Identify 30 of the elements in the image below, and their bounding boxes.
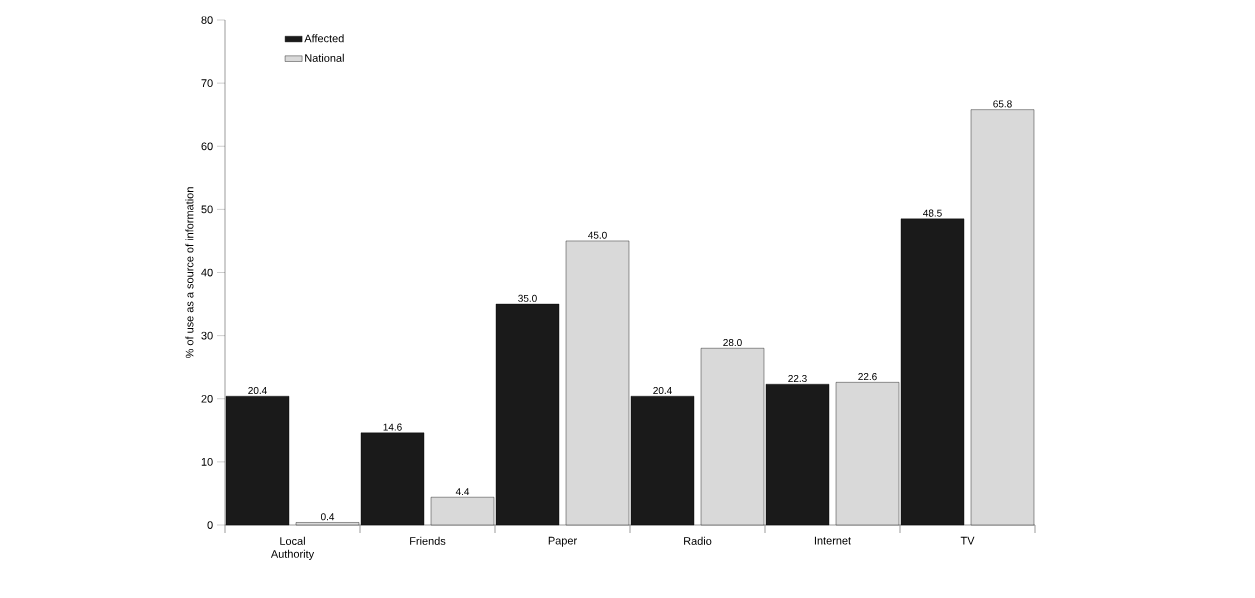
- y-tick-label: 80: [201, 16, 213, 24]
- y-tick-label: 30: [201, 331, 213, 340]
- data-label: 48.5: [923, 209, 942, 217]
- x-tick-label: Friends: [410, 536, 446, 545]
- data-label: 65.8: [993, 100, 1012, 108]
- legend-label: Affected: [304, 34, 344, 43]
- y-tick-label: 60: [201, 142, 213, 151]
- x-tick-label: TV: [960, 536, 975, 545]
- data-label: 14.6: [383, 423, 402, 431]
- y-tick-label: 40: [201, 268, 213, 277]
- y-tick-label: 50: [201, 205, 213, 214]
- data-label: 28.0: [723, 339, 742, 347]
- x-tick-label: Internet: [814, 536, 852, 545]
- data-label: 20.4: [248, 386, 267, 395]
- data-label: 35.0: [518, 294, 537, 302]
- y-tick-label: 20: [201, 394, 213, 403]
- x-tick-label: Paper: [548, 536, 577, 547]
- x-tick-label: Radio: [684, 536, 712, 545]
- data-label: 20.4: [653, 386, 672, 395]
- data-label: 22.3: [788, 374, 807, 383]
- legend-label: National: [305, 53, 344, 62]
- data-label: 0.4: [320, 513, 335, 521]
- y-tick-label: 0: [207, 521, 213, 529]
- y-tick-label: 10: [201, 458, 213, 466]
- y-tick-label: 70: [201, 79, 213, 88]
- data-label: 45.0: [588, 231, 607, 239]
- data-label: 22.6: [858, 373, 877, 381]
- x-tick-label: Local Authority: [270, 536, 315, 561]
- y-axis-title: % of use as a source of information: [185, 187, 194, 358]
- data-label: 4.4: [455, 488, 470, 496]
